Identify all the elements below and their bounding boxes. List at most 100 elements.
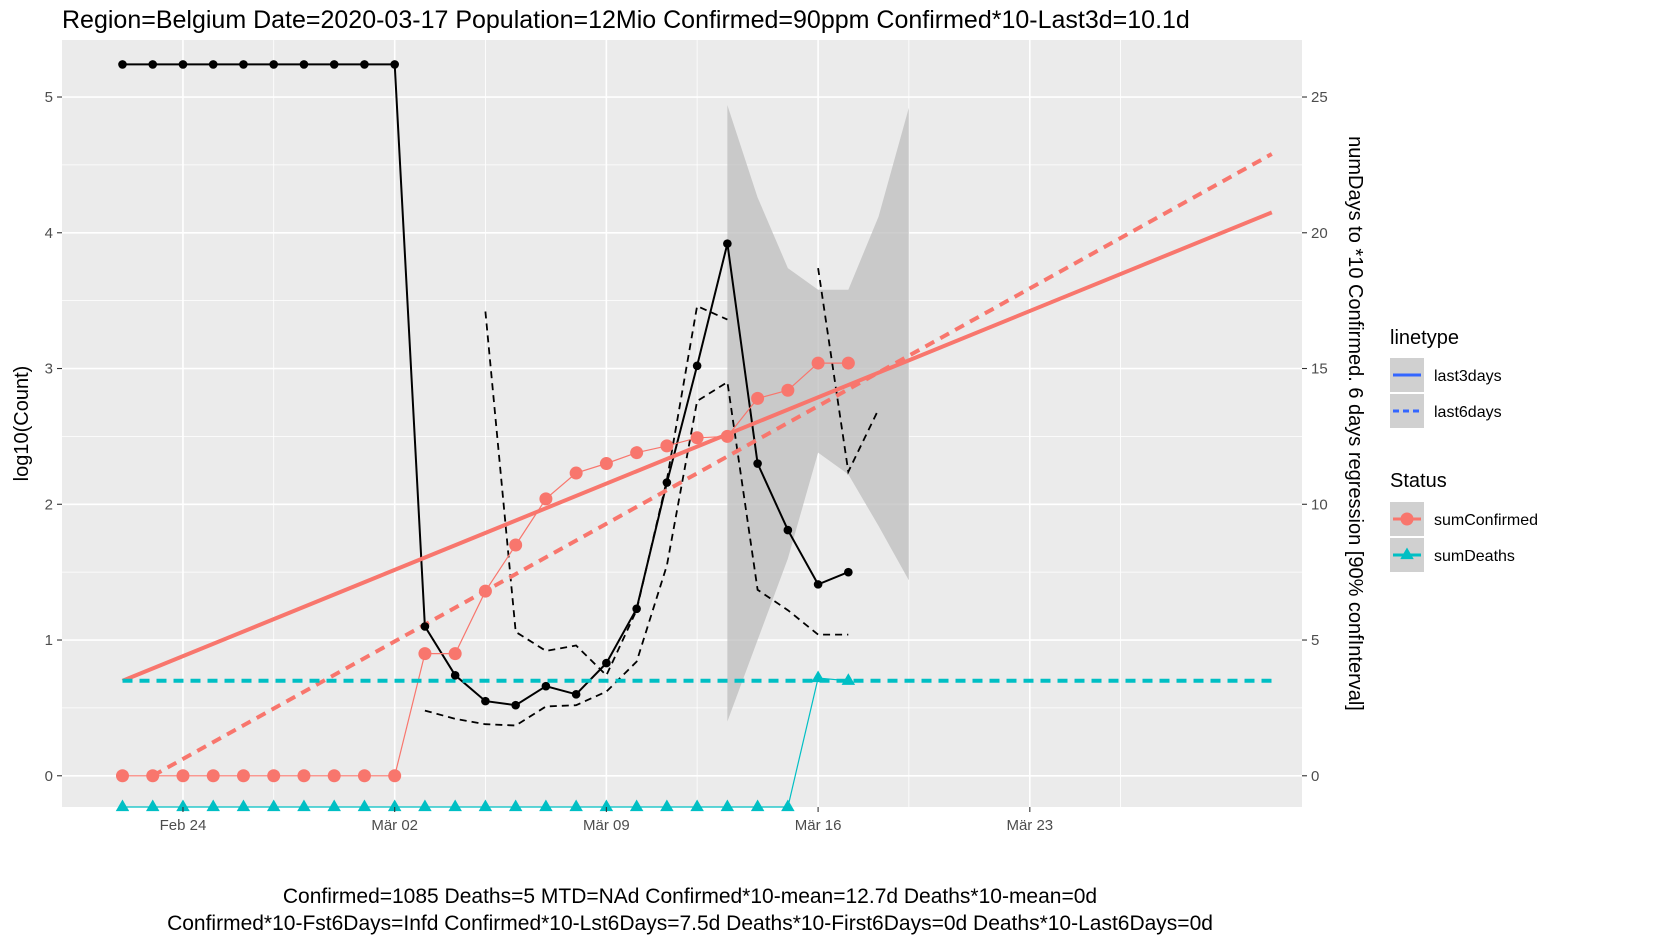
point-last3days <box>329 60 339 69</box>
point-sumConfirmed <box>478 584 492 598</box>
legend-label-sumDeaths: sumDeaths <box>1434 548 1515 565</box>
point-sumConfirmed <box>660 439 674 453</box>
point-last3days <box>148 60 158 69</box>
point-last3days <box>481 696 490 706</box>
x-tick-label: Mär 02 <box>371 817 418 834</box>
confidence-band <box>727 105 909 722</box>
point-sumConfirmed <box>418 647 432 661</box>
y2-tick-label: 20 <box>1311 225 1328 242</box>
point-last3days <box>632 604 641 614</box>
y2-tick-label: 10 <box>1311 496 1328 513</box>
point-sumConfirmed <box>357 769 371 783</box>
y-tick-label: 2 <box>45 496 53 513</box>
legend-label-last3days: last3days <box>1434 368 1502 385</box>
point-last3days <box>692 361 702 371</box>
point-sumConfirmed <box>115 769 129 783</box>
point-last3days <box>208 60 218 69</box>
point-last3days <box>420 622 430 631</box>
footer-stats-line-2: Confirmed*10-Fst6Days=Infd Confirmed*10-… <box>167 912 1213 935</box>
trend-sumConfirmed-last3days <box>121 210 1273 683</box>
point-sumDeaths <box>478 799 493 812</box>
point-sumDeaths <box>690 799 704 812</box>
legend-title-linetype: linetype <box>1390 327 1459 349</box>
legend-label-last6days: last6days <box>1434 404 1502 421</box>
y-tick-label: 5 <box>45 89 53 106</box>
point-sumConfirmed <box>388 769 402 783</box>
point-last3days <box>299 60 309 69</box>
point-sumConfirmed <box>690 431 704 445</box>
point-sumDeaths <box>750 799 765 812</box>
point-sumConfirmed <box>781 383 795 397</box>
series-last6days-upper <box>484 267 880 677</box>
point-last3days <box>360 60 369 69</box>
point-sumConfirmed <box>720 429 734 443</box>
y-tick-label: 1 <box>45 632 53 649</box>
point-last3days <box>269 60 279 69</box>
y-tick-label: 4 <box>45 225 53 242</box>
point-sumDeaths <box>297 799 311 812</box>
x-tick-label: Mär 09 <box>583 817 630 834</box>
legend-label-sumConfirmed: sumConfirmed <box>1434 512 1538 529</box>
point-sumDeaths <box>508 799 523 812</box>
point-sumConfirmed <box>539 492 553 506</box>
point-last3days <box>753 459 762 468</box>
point-sumDeaths <box>327 799 341 812</box>
point-last3days <box>511 700 520 710</box>
point-sumConfirmed <box>206 769 220 783</box>
y-tick-label: 0 <box>45 768 53 785</box>
point-sumConfirmed <box>327 769 341 783</box>
point-last3days <box>239 60 248 69</box>
point-last3days <box>813 580 823 589</box>
point-sumDeaths <box>539 799 553 812</box>
y2-tick-label: 5 <box>1311 632 1319 649</box>
point-sumConfirmed <box>811 356 825 370</box>
point-sumDeaths <box>569 799 583 812</box>
point-last3days <box>662 478 672 487</box>
y2-tick-label: 15 <box>1311 361 1328 378</box>
point-last3days <box>118 60 127 69</box>
point-sumDeaths <box>236 799 251 812</box>
point-sumDeaths <box>599 799 614 812</box>
point-sumConfirmed <box>599 457 613 471</box>
point-sumConfirmed <box>841 356 855 370</box>
point-sumConfirmed <box>630 446 644 460</box>
series-points-layer <box>115 60 856 812</box>
point-last3days <box>602 658 611 668</box>
point-sumDeaths <box>206 799 220 812</box>
point-sumDeaths <box>811 670 825 683</box>
y2-axis-title: numDays to *10 Confirmed. 6 days regress… <box>1344 136 1366 711</box>
point-sumConfirmed <box>509 538 523 552</box>
point-sumDeaths <box>841 673 856 685</box>
point-sumDeaths <box>629 799 644 812</box>
chart-title: Region=Belgium Date=2020-03-17 Populatio… <box>62 6 1190 34</box>
point-sumConfirmed <box>751 391 765 405</box>
point-sumConfirmed <box>267 769 281 783</box>
point-sumDeaths <box>176 799 190 812</box>
point-sumDeaths <box>145 799 160 812</box>
trend-sumConfirmed-last6days <box>151 152 1273 778</box>
point-sumDeaths <box>720 799 735 812</box>
axes-layer: 0 1 2 3 4 5 0 5 10 15 20 25 Feb 24 Mär 02 Mär 09 Mär 16… <box>11 89 1366 834</box>
point-last3days <box>844 567 853 577</box>
y2-tick-label: 25 <box>1311 89 1328 106</box>
point-last3days <box>723 239 732 248</box>
point-last3days <box>450 671 460 680</box>
x-tick-label: Mär 16 <box>795 817 842 834</box>
point-last3days <box>541 681 551 691</box>
y-axis-title: log10(Count) <box>11 366 33 482</box>
point-sumDeaths <box>781 799 795 812</box>
y2-tick-label: 0 <box>1311 768 1319 785</box>
point-sumDeaths <box>660 799 674 812</box>
confidence-band-layer <box>727 105 909 722</box>
legend: linetype last3days last6days Status sumConfi… <box>1390 327 1538 572</box>
x-tick-label: Feb 24 <box>160 817 207 834</box>
footer-stats-line-1: Confirmed=1085 Deaths=5 MTD=NAd Confirme… <box>282 885 1098 908</box>
point-last3days <box>783 525 793 535</box>
point-sumDeaths <box>266 799 281 812</box>
x-tick-label: Mär 23 <box>1006 817 1053 834</box>
point-last3days <box>178 60 188 69</box>
point-sumConfirmed <box>569 466 583 480</box>
point-sumConfirmed <box>448 647 462 661</box>
point-last3days <box>571 690 581 699</box>
